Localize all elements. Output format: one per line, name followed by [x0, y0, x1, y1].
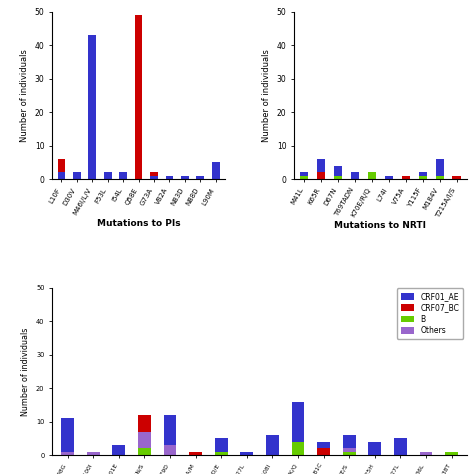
Bar: [57, 173, 65, 179]
Bar: [164, 415, 176, 455]
Bar: [292, 401, 304, 455]
Bar: [240, 452, 253, 455]
Bar: [215, 438, 228, 455]
Y-axis label: Number of individuals: Number of individuals: [20, 49, 29, 142]
Bar: [189, 452, 202, 455]
Bar: [181, 176, 189, 179]
Bar: [165, 176, 173, 179]
Legend: CRF01_AE, CRF07_BC, B, Others: CRF01_AE, CRF07_BC, B, Others: [397, 288, 463, 339]
Bar: [135, 15, 142, 179]
Bar: [88, 169, 96, 179]
Bar: [445, 452, 458, 455]
Bar: [368, 173, 376, 179]
Bar: [436, 159, 444, 179]
Bar: [88, 35, 96, 179]
Bar: [292, 445, 304, 455]
Bar: [419, 176, 427, 179]
Y-axis label: Number of individuals: Number of individuals: [262, 49, 271, 142]
Bar: [73, 173, 81, 179]
X-axis label: Mutations to PIs: Mutations to PIs: [97, 219, 181, 228]
Bar: [212, 163, 219, 179]
Bar: [453, 176, 461, 179]
Bar: [292, 448, 304, 455]
Bar: [436, 176, 444, 179]
Bar: [61, 452, 74, 455]
Bar: [150, 176, 158, 179]
Bar: [138, 448, 151, 455]
Bar: [368, 176, 376, 179]
Bar: [317, 159, 326, 179]
Bar: [368, 442, 381, 455]
Bar: [87, 452, 100, 455]
Bar: [57, 159, 65, 179]
Bar: [385, 176, 393, 179]
Bar: [138, 432, 151, 455]
Bar: [419, 452, 432, 455]
Bar: [61, 418, 74, 455]
Bar: [300, 176, 309, 179]
Bar: [112, 445, 125, 455]
Bar: [351, 173, 359, 179]
Bar: [292, 442, 304, 455]
Bar: [119, 173, 127, 179]
Bar: [343, 435, 356, 455]
X-axis label: Mutations to NRTI: Mutations to NRTI: [335, 221, 427, 230]
Bar: [138, 415, 151, 455]
Bar: [394, 438, 407, 455]
Bar: [150, 173, 158, 179]
Bar: [317, 448, 330, 455]
Bar: [138, 415, 151, 455]
Bar: [401, 176, 410, 179]
Bar: [300, 173, 309, 179]
Bar: [87, 452, 100, 455]
Bar: [401, 176, 410, 179]
Bar: [266, 435, 279, 455]
Bar: [343, 452, 356, 455]
Bar: [164, 445, 176, 455]
Bar: [334, 176, 342, 179]
Bar: [368, 176, 376, 179]
Bar: [453, 176, 461, 179]
Y-axis label: Number of individuals: Number of individuals: [21, 327, 30, 416]
Bar: [215, 452, 228, 455]
Bar: [104, 173, 111, 179]
Bar: [317, 442, 330, 455]
Bar: [317, 173, 326, 179]
Bar: [343, 448, 356, 455]
Bar: [215, 452, 228, 455]
Bar: [196, 176, 204, 179]
Bar: [419, 173, 427, 179]
Bar: [334, 166, 342, 179]
